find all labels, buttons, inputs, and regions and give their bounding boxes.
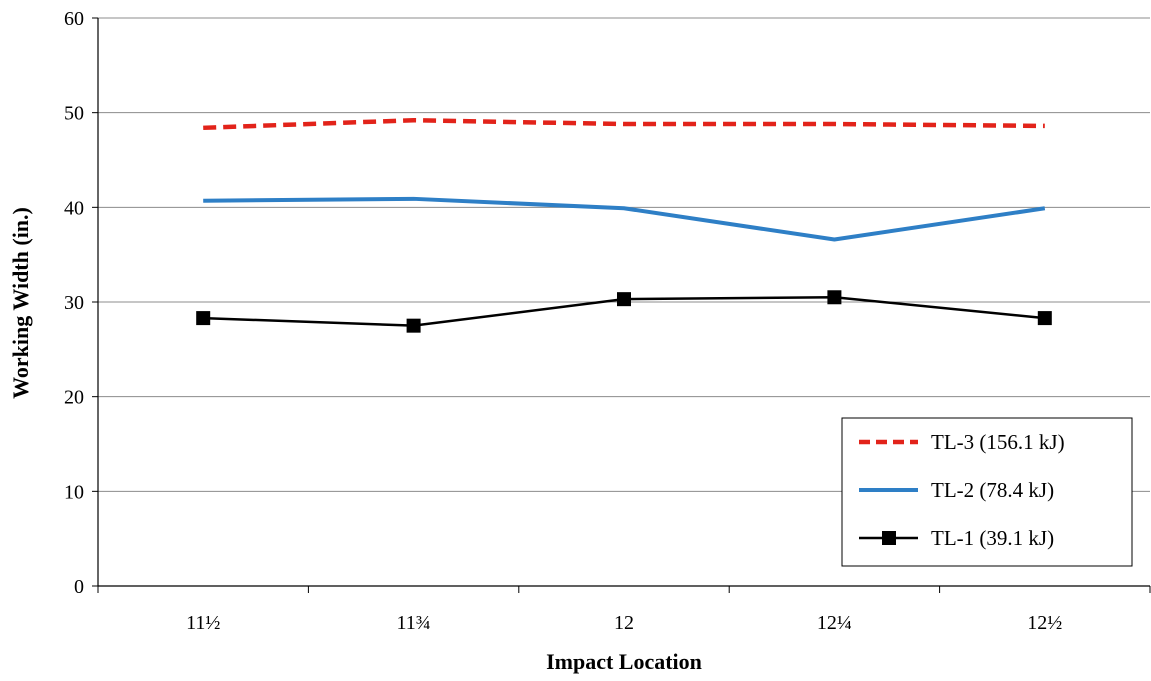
x-tick-label: 11¾ [396, 612, 430, 634]
data-point-marker [1037, 311, 1052, 326]
y-tick-label: 50 [64, 103, 84, 125]
data-point-marker [196, 311, 211, 326]
legend: TL-3 (156.1 kJ) TL-2 (78.4 kJ) TL-1 (39.1 … [841, 417, 1133, 567]
y-tick-label: 30 [64, 292, 84, 314]
x-tick-labels: 11½ 11¾ 12 12¼ 12½ [186, 612, 1062, 634]
x-tick-label: 12 [614, 612, 634, 634]
legend-marker [882, 531, 896, 545]
y-tick-label: 40 [64, 197, 84, 219]
y-tick-label: 0 [74, 576, 84, 598]
x-tick-label: 12½ [1027, 612, 1062, 634]
data-point-marker [827, 290, 842, 305]
x-tick-label: 11½ [186, 612, 220, 634]
series-line-1 [203, 117, 1045, 131]
y-tick-labels: 0 10 20 30 40 50 60 [64, 8, 84, 598]
y-tick-label: 60 [64, 8, 84, 30]
data-point-marker [617, 292, 631, 307]
series-line-2 [203, 196, 1046, 242]
axes [92, 17, 1151, 593]
legend-label-1: TL-3 (156.1 kJ) [931, 430, 1065, 454]
y-tick-label: 10 [64, 481, 84, 503]
series-group [196, 117, 1052, 333]
x-axis-title: Impact Location [546, 649, 702, 674]
legend-label-2: TL-2 (78.4 kJ) [931, 478, 1054, 502]
x-tick-label: 12¼ [817, 612, 852, 634]
legend-label-3: TL-1 (39.1 kJ) [931, 526, 1054, 550]
y-tick-label: 20 [64, 387, 84, 409]
data-point-marker [406, 318, 421, 333]
y-axis-title: Working Width (in.) [8, 207, 33, 399]
